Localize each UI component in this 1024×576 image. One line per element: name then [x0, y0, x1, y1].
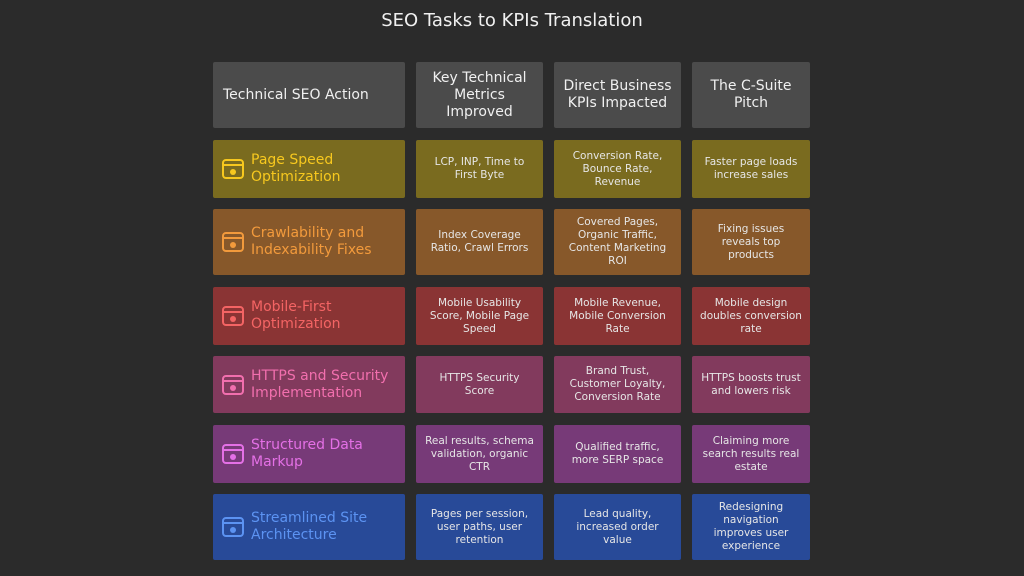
header-cell-text: Key Technical Metrics Improved: [432, 69, 527, 120]
table-cell: LCP, INP, Time to First Byte: [416, 140, 543, 198]
table-cell: Index Coverage Ratio, Crawl Errors: [416, 209, 543, 275]
table-cell-text: Index Coverage Ratio, Crawl Errors: [430, 229, 529, 254]
action-cell-text: HTTPS and Security Implementation: [251, 367, 389, 401]
action-cell: Page Speed Optimization: [213, 140, 405, 198]
table-cell: Claiming more search results real estate: [692, 425, 810, 483]
action-cell-text: Mobile-First Optimization: [251, 299, 341, 332]
table-cell-text: Mobile Revenue, Mobile Conversion Rate: [569, 296, 666, 335]
table-cell-text: HTTPS boosts trust and lowers risk: [701, 371, 801, 397]
table-cell-text: LCP, INP, Time to First Byte: [434, 156, 525, 181]
table-cell: Faster page loads increase sales: [692, 140, 810, 198]
table-cell: Qualified traffic, more SERP space: [554, 425, 681, 483]
header-cell-text: Technical SEO Action: [223, 86, 369, 103]
header-cell: Technical SEO Action: [213, 62, 405, 128]
header-cell: Direct Business KPIs Impacted: [554, 62, 681, 128]
action-cell: HTTPS and Security Implementation: [213, 356, 405, 413]
table-cell-text: Covered Pages, Organic Traffic, Content …: [568, 216, 667, 267]
title: SEO Tasks to KPIs Translation: [381, 10, 643, 31]
table-cell-text: Qualified traffic, more SERP space: [571, 441, 664, 466]
table-cell: Brand Trust, Customer Loyalty, Conversio…: [554, 356, 681, 413]
action-cell-text: Page Speed Optimization: [251, 152, 341, 185]
action-cell-text: Crawlability and Indexability Fixes: [251, 225, 372, 258]
table-cell: Pages per session, user paths, user rete…: [416, 494, 543, 560]
row-icon: [222, 517, 244, 537]
table-cell: Mobile design doubles conversion rate: [692, 287, 810, 345]
row-icon: [222, 444, 244, 464]
action-cell: Mobile-First Optimization: [213, 287, 405, 345]
header-cell-text: Direct Business KPIs Impacted: [563, 78, 672, 111]
table-cell-text: Faster page loads increase sales: [704, 156, 798, 181]
table-cell-text: Lead quality, increased order value: [576, 507, 659, 546]
table-cell: Covered Pages, Organic Traffic, Content …: [554, 209, 681, 275]
header-cell: Key Technical Metrics Improved: [416, 62, 543, 128]
table-cell-text: Real results, schema validation, organic…: [425, 434, 534, 473]
table-cell-text: Conversion Rate, Bounce Rate, Revenue: [572, 149, 663, 188]
table-cell: Redesigning navigation improves user exp…: [692, 494, 810, 560]
header-cell: The C-Suite Pitch: [692, 62, 810, 128]
table-cell: Mobile Usability Score, Mobile Page Spee…: [416, 287, 543, 345]
table-cell-text: Claiming more search results real estate: [702, 434, 800, 473]
table-cell: Lead quality, increased order value: [554, 494, 681, 560]
table-cell-text: Mobile design doubles conversion rate: [700, 296, 802, 335]
table-cell: Conversion Rate, Bounce Rate, Revenue: [554, 140, 681, 198]
action-cell: Streamlined Site Architecture: [213, 494, 405, 560]
row-icon: [222, 374, 244, 395]
action-cell-text: Streamlined Site Architecture: [251, 510, 368, 543]
table-cell: Real results, schema validation, organic…: [416, 425, 543, 483]
row-icon: [222, 159, 244, 179]
table-cell: Fixing issues reveals top products: [692, 209, 810, 275]
table-cell-text: HTTPS Security Score: [439, 371, 520, 397]
table-cell-text: Pages per session, user paths, user rete…: [430, 507, 529, 546]
action-cell-text: Structured Data Markup: [251, 437, 363, 470]
table-cell: Mobile Revenue, Mobile Conversion Rate: [554, 287, 681, 345]
action-cell: Crawlability and Indexability Fixes: [213, 209, 405, 275]
action-cell: Structured Data Markup: [213, 425, 405, 483]
table-cell: HTTPS boosts trust and lowers risk: [692, 356, 810, 413]
header-cell-text: The C-Suite Pitch: [710, 78, 792, 111]
row-icon: [222, 306, 244, 326]
row-icon: [222, 232, 244, 252]
table-cell-text: Mobile Usability Score, Mobile Page Spee…: [429, 296, 530, 335]
table-cell-text: Brand Trust, Customer Loyalty, Conversio…: [569, 365, 666, 403]
table-cell-text: Redesigning navigation improves user exp…: [713, 501, 789, 552]
table-cell: HTTPS Security Score: [416, 356, 543, 413]
table-cell-text: Fixing issues reveals top products: [717, 222, 785, 261]
